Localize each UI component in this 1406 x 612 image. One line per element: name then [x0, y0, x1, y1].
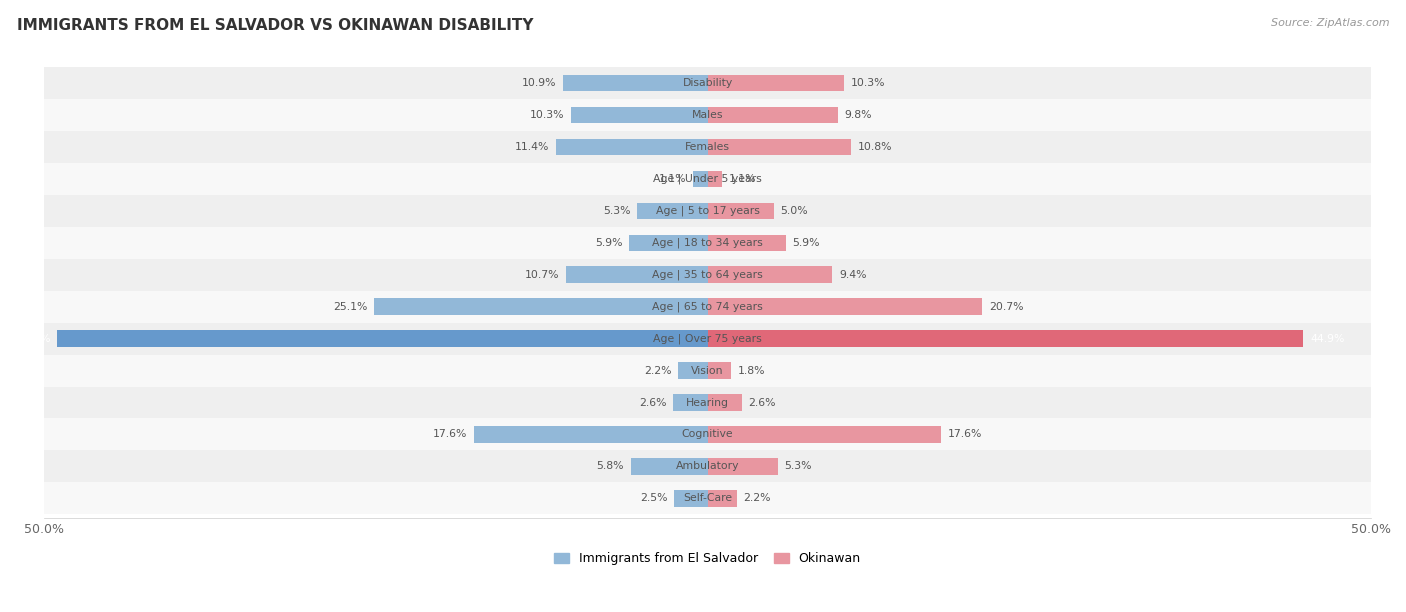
Text: 10.3%: 10.3%	[851, 78, 886, 88]
Bar	[571, 106, 707, 124]
Bar	[44, 259, 1371, 291]
Text: Hearing: Hearing	[686, 398, 730, 408]
Bar	[44, 67, 1371, 99]
Bar	[707, 75, 844, 91]
Bar	[44, 450, 1371, 482]
Bar	[707, 330, 1303, 347]
Bar	[637, 203, 707, 219]
Bar	[707, 139, 851, 155]
Bar	[707, 394, 742, 411]
Text: 2.2%: 2.2%	[644, 365, 672, 376]
Bar	[374, 299, 707, 315]
Text: Ambulatory: Ambulatory	[676, 461, 740, 471]
Text: 5.0%: 5.0%	[780, 206, 808, 216]
Text: 9.8%: 9.8%	[844, 110, 872, 120]
Bar	[693, 171, 707, 187]
Bar	[707, 171, 723, 187]
Bar	[474, 426, 707, 442]
Bar	[44, 354, 1371, 387]
Text: Age | 65 to 74 years: Age | 65 to 74 years	[652, 302, 763, 312]
Text: Age | Over 75 years: Age | Over 75 years	[654, 334, 762, 344]
Text: 2.6%: 2.6%	[638, 398, 666, 408]
Bar	[707, 362, 731, 379]
Text: 20.7%: 20.7%	[988, 302, 1024, 312]
Text: 44.9%: 44.9%	[1310, 334, 1344, 344]
Text: Self-Care: Self-Care	[683, 493, 733, 503]
Text: 5.9%: 5.9%	[793, 238, 820, 248]
Bar	[44, 163, 1371, 195]
Bar	[673, 394, 707, 411]
Text: Age | Under 5 years: Age | Under 5 years	[654, 174, 762, 184]
Bar	[44, 323, 1371, 354]
Bar	[630, 458, 707, 475]
Text: 10.8%: 10.8%	[858, 142, 891, 152]
Bar	[630, 234, 707, 251]
Bar	[565, 266, 707, 283]
Bar	[707, 203, 773, 219]
Text: Cognitive: Cognitive	[682, 430, 734, 439]
Bar	[44, 227, 1371, 259]
Bar	[707, 490, 737, 507]
Text: Source: ZipAtlas.com: Source: ZipAtlas.com	[1271, 18, 1389, 28]
Bar	[707, 106, 838, 124]
Text: 10.3%: 10.3%	[530, 110, 564, 120]
Bar	[562, 75, 707, 91]
Bar	[557, 139, 707, 155]
Text: 2.5%: 2.5%	[640, 493, 668, 503]
Bar	[44, 99, 1371, 131]
Bar	[44, 195, 1371, 227]
Bar	[44, 482, 1371, 514]
Bar	[44, 291, 1371, 323]
Bar	[707, 458, 778, 475]
Bar	[707, 426, 941, 442]
Text: 25.1%: 25.1%	[333, 302, 368, 312]
Text: Vision: Vision	[692, 365, 724, 376]
Text: 5.9%: 5.9%	[595, 238, 623, 248]
Bar	[44, 387, 1371, 419]
Bar	[58, 330, 707, 347]
Text: Age | 35 to 64 years: Age | 35 to 64 years	[652, 269, 763, 280]
Bar	[44, 131, 1371, 163]
Text: 1.1%: 1.1%	[659, 174, 686, 184]
Bar	[675, 490, 707, 507]
Text: Disability: Disability	[682, 78, 733, 88]
Text: 9.4%: 9.4%	[839, 270, 866, 280]
Text: Males: Males	[692, 110, 723, 120]
Bar	[707, 234, 786, 251]
Text: Age | 5 to 17 years: Age | 5 to 17 years	[655, 206, 759, 216]
Text: 1.8%: 1.8%	[738, 365, 765, 376]
Text: 17.6%: 17.6%	[433, 430, 467, 439]
Text: 17.6%: 17.6%	[948, 430, 981, 439]
Text: Females: Females	[685, 142, 730, 152]
Text: 10.7%: 10.7%	[524, 270, 560, 280]
Bar	[707, 266, 832, 283]
Text: 1.1%: 1.1%	[728, 174, 756, 184]
Bar	[707, 299, 983, 315]
Text: 49.0%: 49.0%	[17, 334, 51, 344]
Text: 2.6%: 2.6%	[748, 398, 776, 408]
Text: 5.3%: 5.3%	[603, 206, 630, 216]
Text: 5.8%: 5.8%	[596, 461, 624, 471]
Bar	[44, 419, 1371, 450]
Text: 2.2%: 2.2%	[744, 493, 770, 503]
Text: 11.4%: 11.4%	[515, 142, 550, 152]
Text: 5.3%: 5.3%	[785, 461, 813, 471]
Bar	[678, 362, 707, 379]
Legend: Immigrants from El Salvador, Okinawan: Immigrants from El Salvador, Okinawan	[550, 547, 866, 570]
Text: 10.9%: 10.9%	[522, 78, 557, 88]
Text: Age | 18 to 34 years: Age | 18 to 34 years	[652, 237, 763, 248]
Text: IMMIGRANTS FROM EL SALVADOR VS OKINAWAN DISABILITY: IMMIGRANTS FROM EL SALVADOR VS OKINAWAN …	[17, 18, 533, 34]
